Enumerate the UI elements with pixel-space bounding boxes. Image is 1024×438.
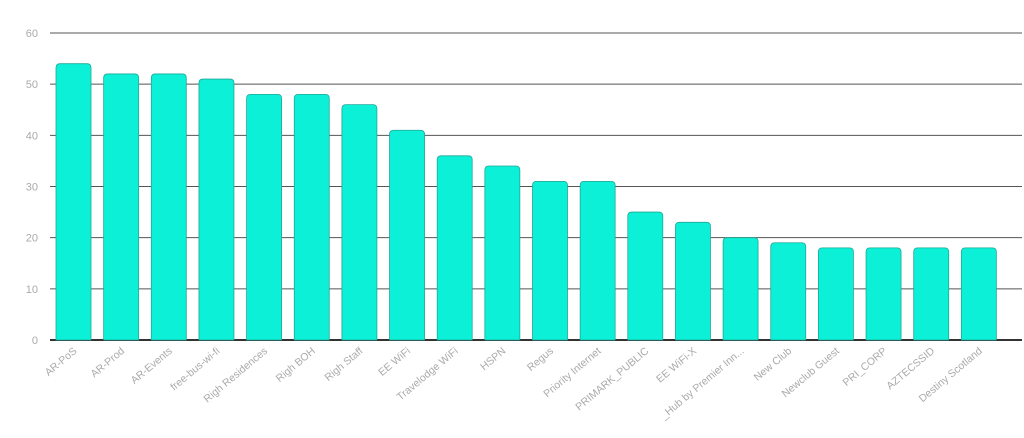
bar[interactable]	[436, 155, 473, 341]
y-tick-label: 10	[26, 284, 38, 296]
bar[interactable]	[818, 247, 854, 341]
bar[interactable]	[484, 165, 521, 341]
y-tick-label: 20	[26, 233, 38, 245]
bar[interactable]	[865, 247, 902, 341]
y-tick-label: 40	[26, 130, 38, 142]
bar[interactable]	[150, 73, 187, 341]
y-tick-label: 50	[26, 79, 38, 91]
bar[interactable]	[960, 247, 997, 341]
bar[interactable]	[341, 104, 378, 341]
bar[interactable]	[246, 94, 282, 341]
x-tick-label: PRI_CORP	[841, 345, 890, 389]
bar[interactable]	[532, 180, 568, 341]
y-tick-label: 30	[26, 182, 38, 194]
x-tick-label: AR-PoS	[43, 345, 80, 379]
bar[interactable]	[198, 78, 235, 341]
bar[interactable]	[293, 94, 330, 341]
bar[interactable]	[770, 242, 807, 341]
x-tick-label: Regus	[525, 345, 556, 374]
x-tick-label: HSPN	[478, 345, 508, 373]
bar[interactable]	[103, 73, 140, 341]
bar[interactable]	[913, 247, 950, 341]
x-tick-label: EE WiFi	[376, 345, 413, 379]
x-tick-label: AR-Events	[129, 345, 175, 386]
x-tick-label: New Club	[752, 345, 795, 384]
bar[interactable]	[55, 63, 92, 341]
y-tick-label: 0	[32, 335, 38, 347]
bars	[55, 63, 997, 341]
bar[interactable]	[675, 221, 711, 341]
x-tick-label: Righ Staff	[322, 345, 365, 384]
x-tick-label: EE WiFi-X	[654, 345, 699, 385]
bar[interactable]	[722, 237, 759, 341]
x-tick-label: _Hub by Premier Inn...	[658, 345, 747, 422]
bar[interactable]	[579, 180, 616, 341]
bar[interactable]	[389, 129, 425, 341]
x-axis-labels: AR-PoS AR-Prod AR-Eventsfree-bus-wi-fiRigh…	[43, 345, 985, 423]
x-tick-label: AR-Prod	[89, 345, 128, 380]
y-axis-ticks: 0 10 20 30 40 50 60	[26, 28, 38, 347]
y-tick-label: 60	[26, 28, 38, 40]
bar[interactable]	[627, 211, 664, 341]
x-tick-label: Righ BOH	[274, 345, 318, 385]
